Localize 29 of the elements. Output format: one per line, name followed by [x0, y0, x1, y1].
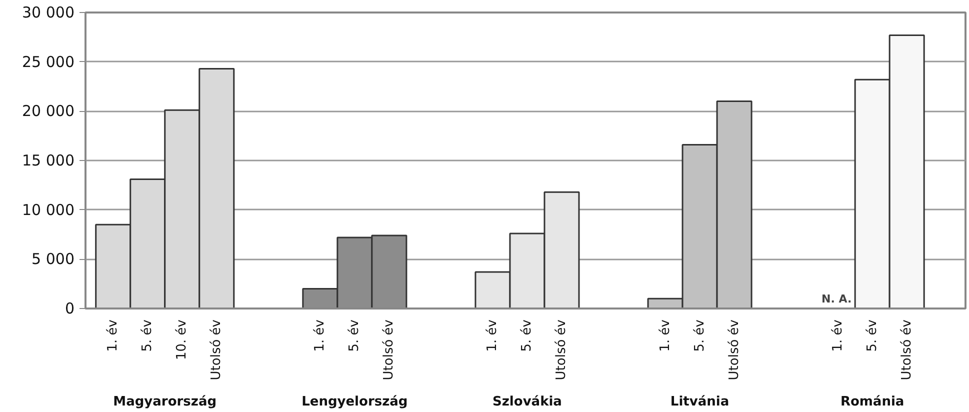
x-tick-label: 5. év: [140, 319, 156, 352]
text: Románia: [840, 394, 904, 410]
x-tick-label: 5. év: [520, 319, 535, 352]
x-tick-label: Utolsó év: [382, 319, 397, 380]
x-tick-label: 5. év: [347, 319, 362, 352]
x-tick-label: 5. év: [692, 319, 708, 352]
annotation: N. A.: [822, 292, 852, 306]
x-tick-label: 5. év: [864, 319, 880, 352]
text: Magyarország: [113, 394, 217, 410]
x-tick-label: Utolsó év: [726, 319, 742, 380]
y-tick-label: 30 000: [22, 4, 75, 22]
x-tick-label: 10. év: [174, 319, 190, 360]
y-tick-label: 25 000: [22, 52, 75, 71]
y-tick-label: 5 000: [32, 250, 75, 268]
y-tick-label: 0: [64, 300, 75, 318]
y-tick-label: 10 000: [22, 200, 75, 219]
x-tick-label: Utolsó év: [899, 319, 914, 380]
x-tick-label: 1. év: [485, 319, 500, 352]
x-tick-label: 1. év: [658, 319, 673, 352]
x-tick-label: Utolsó év: [554, 319, 570, 380]
x-tick-label: 1. év: [106, 319, 121, 352]
text: Szlovákia: [492, 394, 562, 410]
text: Litvánia: [670, 394, 730, 410]
text: Lengyelország: [302, 394, 408, 410]
y-tick-label: 20 000: [22, 102, 75, 120]
x-tick-label: 1. év: [830, 319, 846, 352]
x-tick-label: 1. év: [312, 319, 328, 352]
y-tick-label: 15 000: [22, 152, 75, 170]
x-tick-label: Utolsó év: [209, 319, 224, 380]
